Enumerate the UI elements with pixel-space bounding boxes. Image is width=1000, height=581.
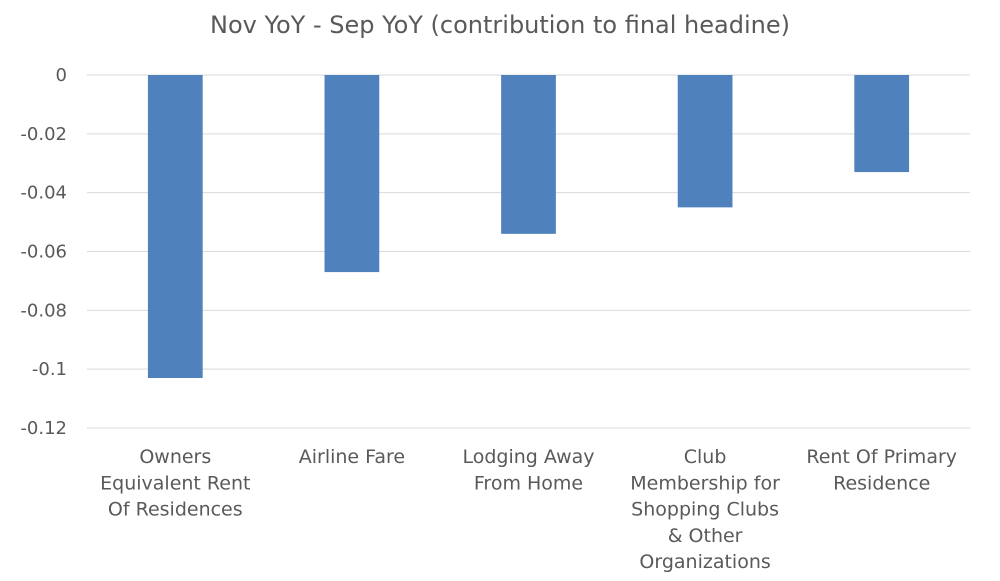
y-tick-label: -0.02 bbox=[20, 124, 67, 145]
category-label: Club Membership for Shopping Clubs & Other O… bbox=[630, 446, 780, 573]
y-tick-label: -0.04 bbox=[20, 183, 67, 204]
category-label-line: Club bbox=[684, 446, 727, 468]
y-axis-tick-labels: 0 -0.02 -0.04 -0.06 -0.08 -0.1 -0.12 bbox=[20, 65, 67, 439]
category-label-line: Lodging Away bbox=[462, 446, 594, 468]
y-tick-label: 0 bbox=[56, 65, 67, 86]
bar bbox=[147, 75, 203, 378]
category-label: Airline Fare bbox=[299, 446, 405, 468]
category-label: Lodging Away From Home bbox=[462, 446, 594, 494]
y-tick-label: -0.12 bbox=[20, 418, 67, 439]
category-label-line: From Home bbox=[474, 472, 583, 494]
x-axis-category-labels: Owners Equivalent Rent Of Residences Airlin… bbox=[100, 446, 957, 573]
category-label-line: Membership for bbox=[630, 472, 780, 494]
y-tick-label: -0.08 bbox=[20, 300, 67, 321]
bar bbox=[677, 75, 733, 208]
chart-title: Nov YoY - Sep YoY (contribution to final… bbox=[210, 11, 790, 39]
category-label-line: Of Residences bbox=[108, 499, 243, 521]
category-label-line: Rent Of Primary bbox=[806, 446, 957, 468]
y-tick-label: -0.06 bbox=[20, 242, 67, 263]
bar bbox=[324, 75, 380, 273]
category-label-line: Equivalent Rent bbox=[100, 472, 250, 494]
y-tick-label: -0.1 bbox=[32, 359, 67, 380]
category-label-line: Owners bbox=[139, 446, 211, 468]
category-label-line: Shopping Clubs bbox=[631, 499, 779, 521]
category-label-line: Airline Fare bbox=[299, 446, 405, 468]
category-label-line: Residence bbox=[833, 472, 930, 494]
bar bbox=[501, 75, 556, 234]
bar bbox=[854, 75, 910, 173]
category-label: Owners Equivalent Rent Of Residences bbox=[100, 446, 250, 521]
category-label-line: & Other bbox=[668, 525, 743, 547]
bars bbox=[147, 75, 910, 378]
category-label: Rent Of Primary Residence bbox=[806, 446, 957, 494]
category-label-line: Organizations bbox=[639, 551, 770, 573]
